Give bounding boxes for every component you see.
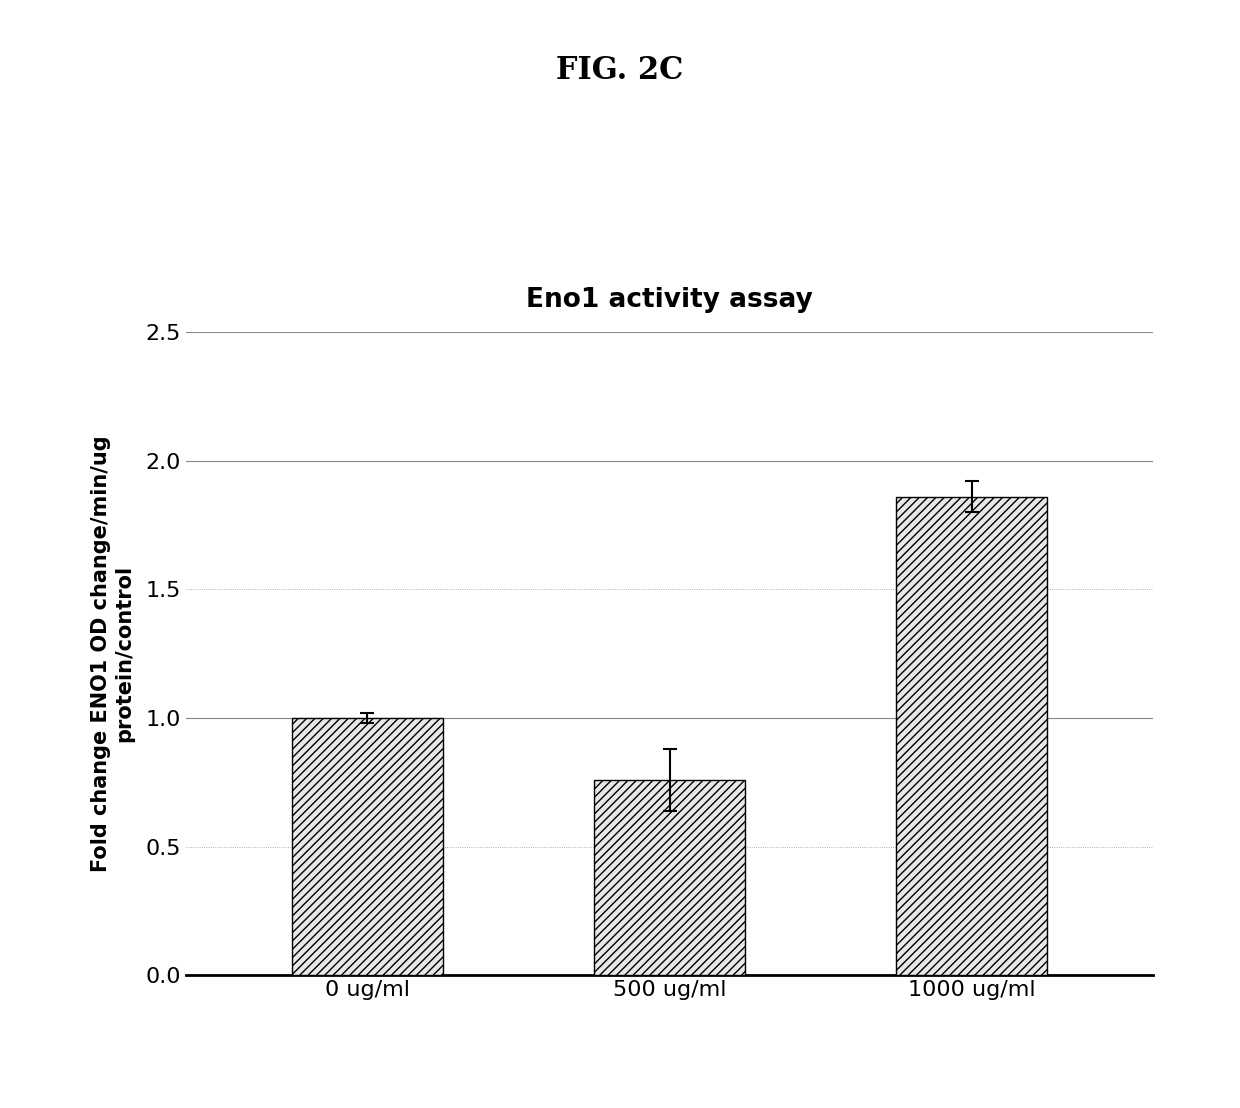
Title: Eno1 activity assay: Eno1 activity assay <box>526 287 813 314</box>
Text: FIG. 2C: FIG. 2C <box>557 55 683 86</box>
Bar <box>594 780 745 975</box>
Bar <box>291 718 443 975</box>
Bar <box>897 496 1048 975</box>
Y-axis label: Fold change ENO1 OD change/min/ug
protein/control: Fold change ENO1 OD change/min/ug protei… <box>92 435 134 872</box>
